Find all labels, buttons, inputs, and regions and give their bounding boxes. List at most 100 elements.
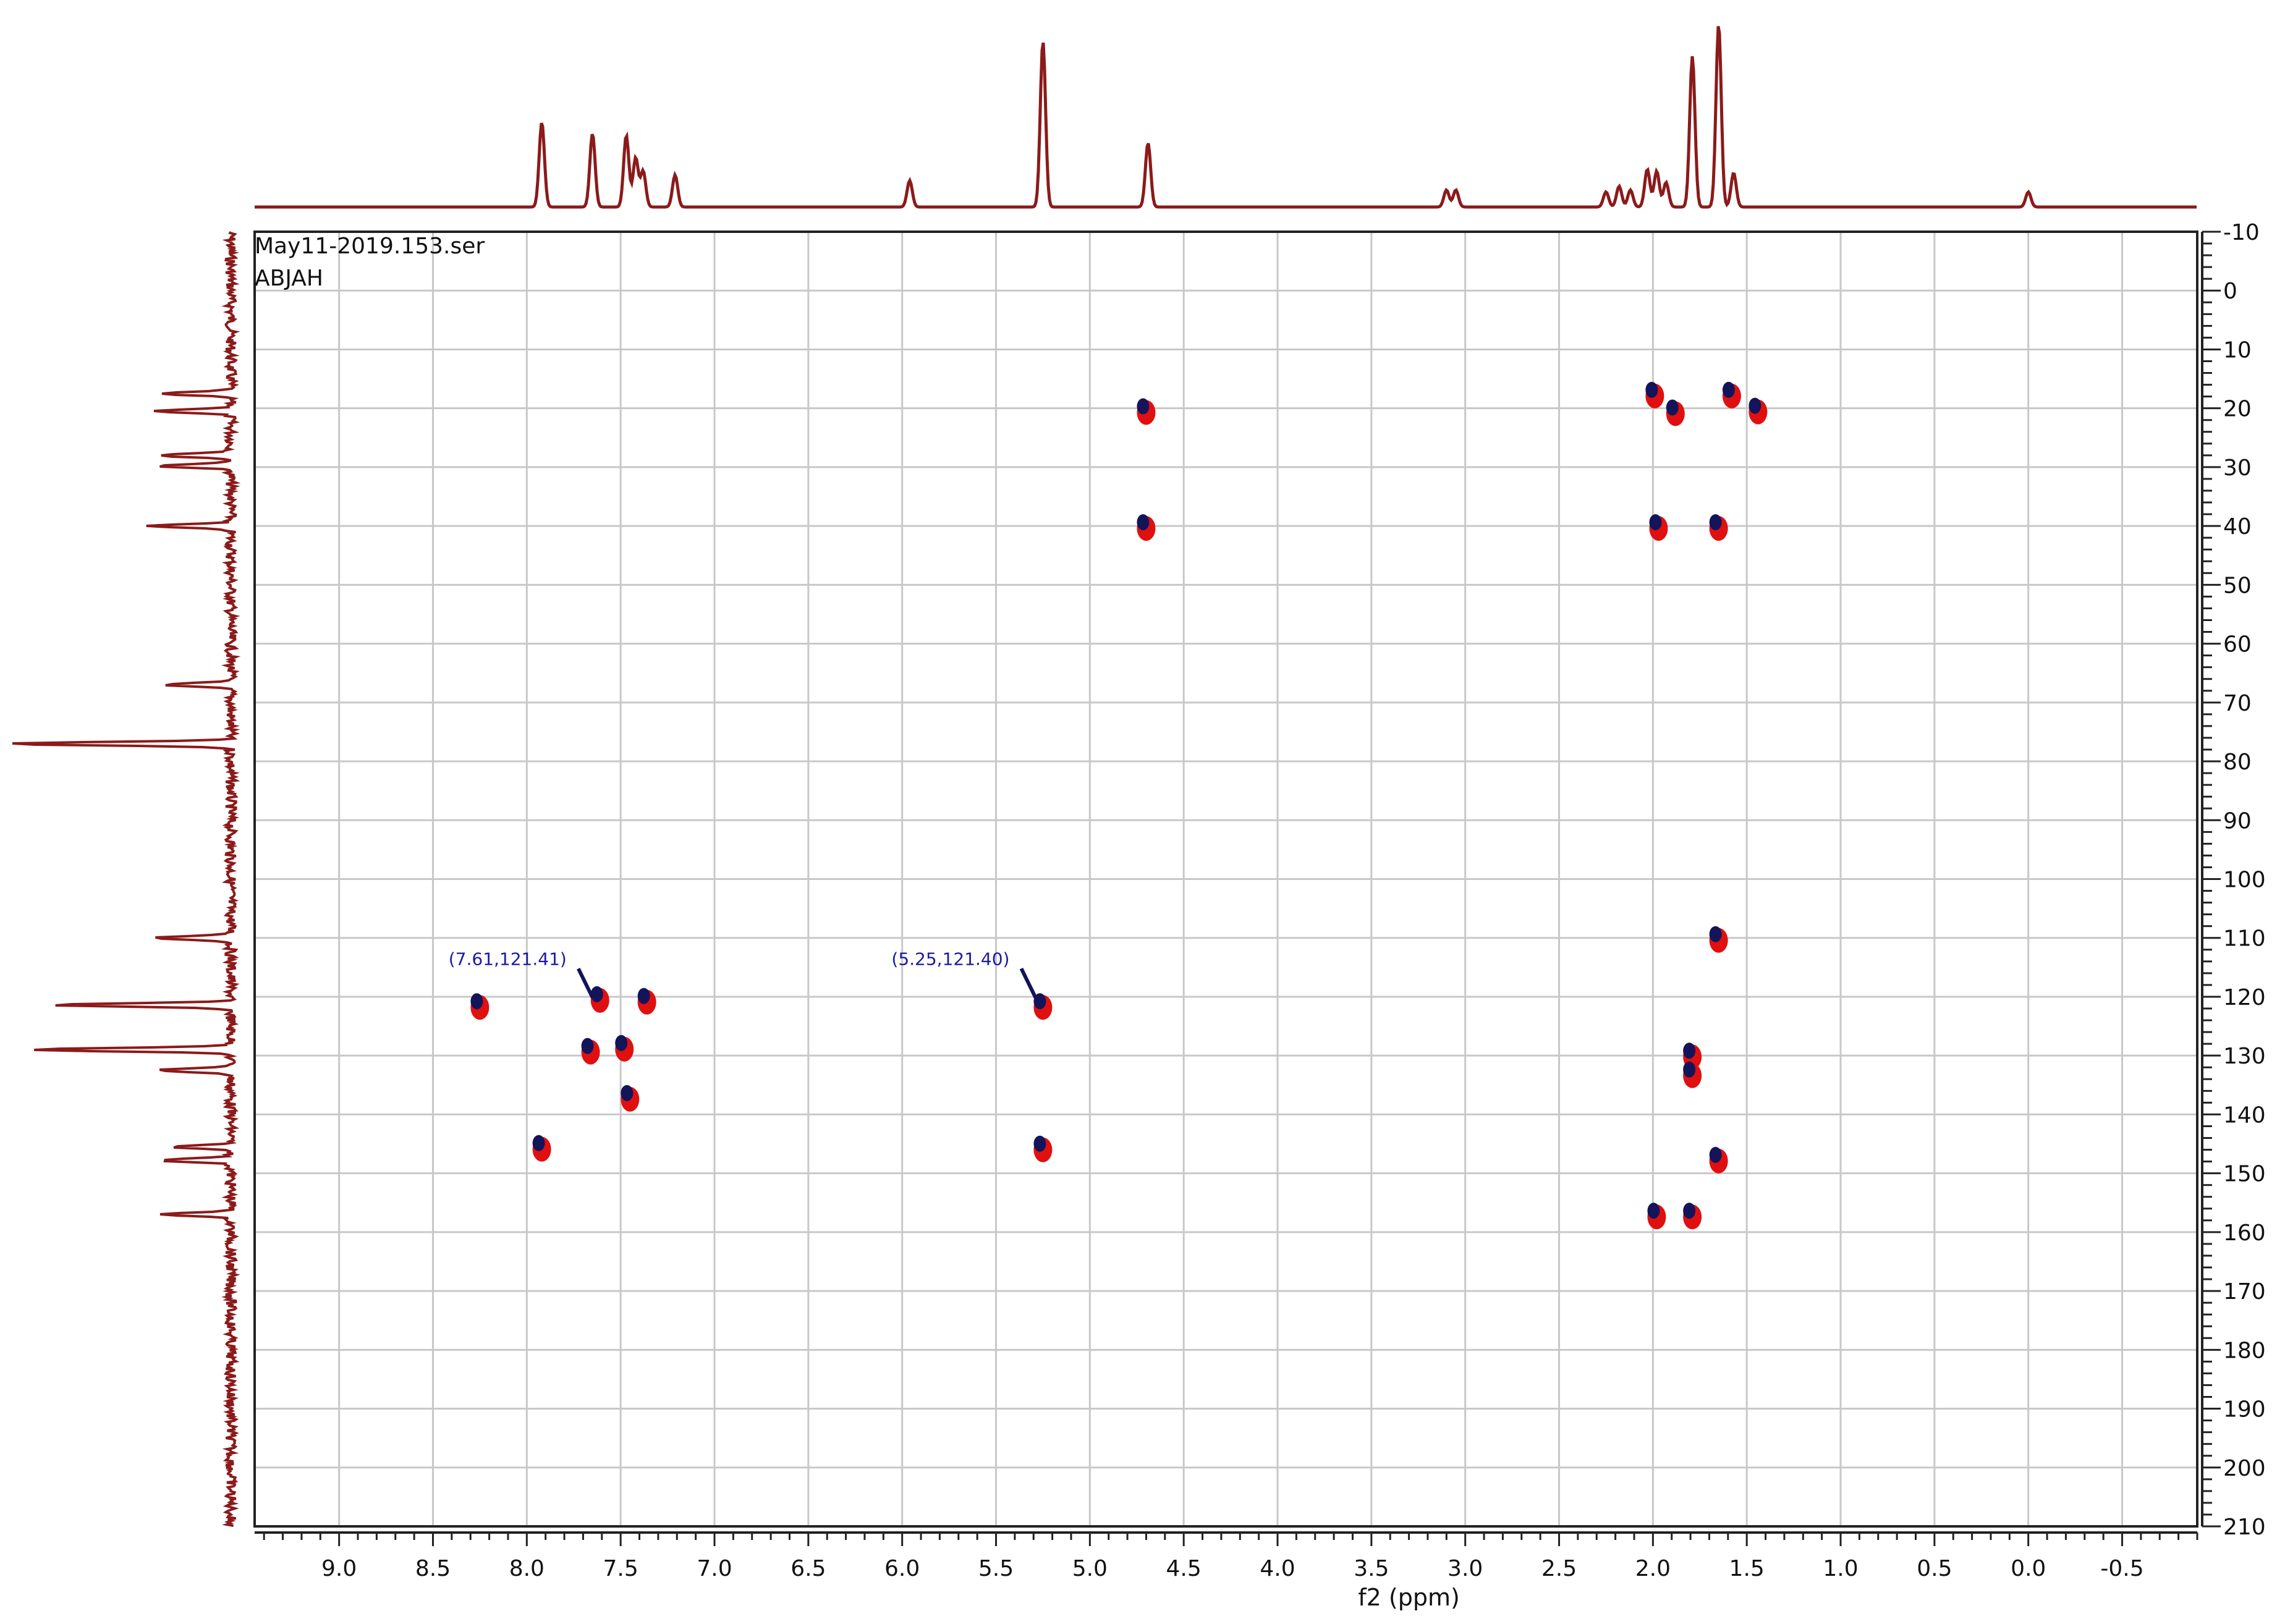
peak-annotation-leader: [1019, 967, 1038, 999]
y-axis: -10 0 10 20 30 40 50 60 70 80 90 100 110 120 130 140 150…: [2201, 220, 2266, 1540]
cross-peak: [1709, 1146, 1728, 1174]
cross-peak-negative-contour: [1749, 397, 1761, 414]
cross-peak-negative-contour: [1709, 926, 1722, 942]
f1-projection-spectrum: [12, 230, 241, 1527]
x-axis-tick-label: 2.5: [1541, 1556, 1577, 1581]
x-axis-tick-label: 7.5: [603, 1556, 638, 1581]
x-axis-tick-label: 8.5: [415, 1556, 451, 1581]
cross-peak-negative-contour: [590, 986, 603, 1002]
cross-peak-negative-contour: [1722, 381, 1735, 398]
cross-peak: [637, 988, 656, 1015]
cross-peak-negative-contour: [1709, 514, 1722, 531]
cross-peak: [1033, 1135, 1053, 1162]
cross-peak: [1709, 514, 1728, 541]
y-axis-tick-label: 20: [2223, 397, 2252, 422]
cross-peak: [1666, 399, 1685, 426]
cross-peak-negative-contour: [1649, 514, 1662, 531]
y-axis-tick-label: 110: [2223, 926, 2266, 952]
peak-annotation-leader: [577, 968, 595, 999]
cross-peak: [1645, 381, 1664, 408]
cross-peak: [1137, 514, 1156, 541]
y-axis-tick-label: 0: [2223, 279, 2237, 304]
cross-peak-negative-contour: [1709, 1146, 1722, 1163]
f2-projection-trace: [255, 26, 2197, 209]
cross-peak: [532, 1135, 551, 1162]
f1-projection-trace: [12, 230, 241, 1527]
x-axis-tick-label: 5.0: [1072, 1556, 1108, 1581]
cross-peak-negative-contour: [470, 993, 483, 1010]
cross-peak: [615, 1034, 634, 1062]
x-axis-tick-label: 8.0: [509, 1556, 545, 1581]
y-axis-tick-label: 10: [2223, 337, 2252, 363]
y-axis-tick-label: 90: [2223, 808, 2252, 834]
cross-peak-negative-contour: [1137, 514, 1150, 531]
x-axis-tick-label: 0.0: [2011, 1556, 2046, 1581]
y-axis-tick-label: 150: [2223, 1162, 2266, 1187]
y-axis-tick-label: 130: [2223, 1044, 2266, 1069]
y-axis-tick-label: 200: [2223, 1456, 2266, 1481]
x-axis-tick-label: 9.0: [321, 1556, 357, 1581]
cross-peaks: [470, 381, 1768, 1230]
y-axis-tick-label: 40: [2223, 514, 2252, 539]
cross-peak-negative-contour: [1683, 1203, 1696, 1219]
cross-peak-negative-contour: [637, 988, 650, 1004]
cross-peak: [1722, 381, 1741, 408]
cross-peak-negative-contour: [532, 1135, 545, 1151]
y-axis-tick-label: 30: [2223, 455, 2252, 481]
sample-name-label: ABJAH: [255, 266, 323, 291]
dataset-name-label: May11-2019.153.ser: [255, 234, 485, 259]
cross-peak-negative-contour: [1137, 398, 1150, 415]
cross-peak-negative-contour: [1683, 1042, 1696, 1059]
y-axis-tick-label: 50: [2223, 573, 2252, 598]
x-axis-tick-label: 3.5: [1354, 1556, 1389, 1581]
x-axis: 9.0 8.5 8.0 7.5 7.0 6.5 6.0 5.5 5.0 4.5 4.0 3.5 3.0 2…: [255, 1531, 2198, 1581]
x-axis-tick-label: 7.0: [697, 1556, 732, 1581]
cross-peak: [1683, 1061, 1702, 1088]
cross-peak-negative-contour: [1683, 1061, 1696, 1078]
cross-peak-negative-contour: [1647, 1203, 1660, 1219]
cross-peak-negative-contour: [621, 1085, 634, 1101]
cross-peak: [1647, 1203, 1666, 1230]
x-axis-tick-label: 6.0: [884, 1556, 920, 1581]
y-axis-tick-label: 170: [2223, 1279, 2266, 1305]
cross-peak: [590, 986, 609, 1013]
plot-grid: [255, 230, 2197, 1528]
plot-frame: [253, 230, 2198, 1528]
peak-annotations: (7.61,121.41) (5.25,121.40): [449, 949, 1038, 999]
x-axis-tick-label: 3.0: [1448, 1556, 1483, 1581]
x-axis-title: f2 (ppm): [1358, 1584, 1460, 1611]
y-axis-tick-label: 140: [2223, 1102, 2266, 1128]
cross-peak-negative-contour: [581, 1038, 594, 1054]
cross-peak-negative-contour: [1033, 1135, 1046, 1152]
x-axis-tick-label: 2.0: [1635, 1556, 1671, 1581]
y-axis-tick-label: 60: [2223, 632, 2252, 658]
y-axis-tick-label: 210: [2223, 1515, 2266, 1540]
y-axis-tick-label: 120: [2223, 985, 2266, 1010]
cross-peak: [1683, 1203, 1702, 1230]
y-axis-tick-label: -10: [2223, 220, 2260, 245]
y-axis-tick-label: 180: [2223, 1338, 2266, 1363]
cross-peak: [1137, 398, 1156, 425]
x-axis-tick-label: -0.5: [2100, 1556, 2143, 1581]
cross-peak: [1033, 993, 1053, 1020]
y-axis-tick-label: 160: [2223, 1220, 2266, 1246]
y-axis-tick-label: 80: [2223, 750, 2252, 775]
x-axis-tick-label: 1.0: [1823, 1556, 1858, 1581]
y-axis-tick-label: 100: [2223, 868, 2266, 893]
cross-peak-negative-contour: [1645, 381, 1658, 398]
x-axis-tick-label: 4.5: [1166, 1556, 1202, 1581]
x-axis-tick-label: 1.5: [1729, 1556, 1765, 1581]
cross-peak: [1649, 514, 1668, 541]
cross-peak: [1709, 926, 1728, 953]
x-axis-tick-label: 6.5: [791, 1556, 826, 1581]
cross-peak: [581, 1038, 600, 1065]
cross-peak: [621, 1085, 640, 1112]
cross-peak-negative-contour: [615, 1034, 628, 1051]
x-axis-tick-label: 5.5: [978, 1556, 1014, 1581]
y-axis-tick-label: 70: [2223, 691, 2252, 716]
cross-peak: [1749, 397, 1768, 425]
peak-annotation-label: (7.61,121.41): [449, 949, 567, 969]
cross-peak: [470, 993, 490, 1020]
cross-peak-negative-contour: [1033, 993, 1046, 1010]
x-axis-tick-label: 0.5: [1917, 1556, 1952, 1581]
